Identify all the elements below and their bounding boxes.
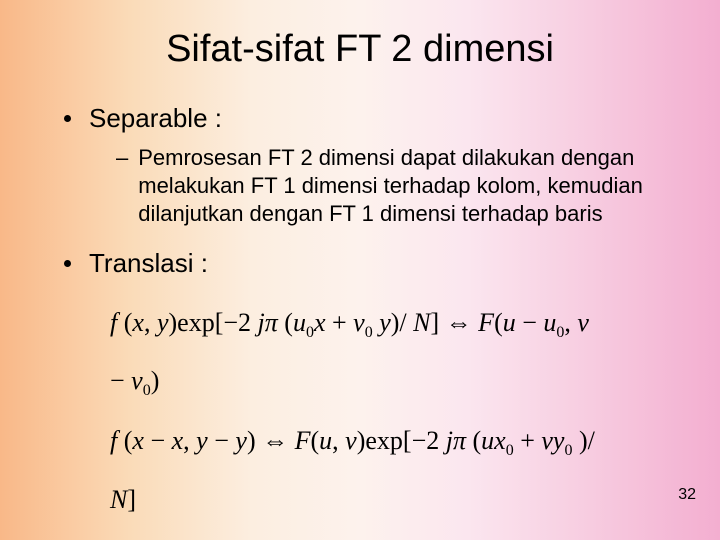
bullet-translasi-label: Translasi : bbox=[89, 248, 208, 279]
sub-bullet-separable: – Pemrosesan FT 2 dimensi dapat dilakuka… bbox=[64, 144, 680, 228]
slide-title: Sifat-sifat FT 2 dimensi bbox=[40, 28, 680, 71]
equations-block: f (x, y)exp[−2 jπ (u0x + v0 y)/ N] ⇔ F(u… bbox=[64, 301, 680, 522]
page-number: 32 bbox=[678, 486, 696, 504]
slide-container: Sifat-sifat FT 2 dimensi Separable : – P… bbox=[0, 0, 720, 540]
bullet-separable: Separable : bbox=[64, 103, 680, 134]
content-area: Separable : – Pemrosesan FT 2 dimensi da… bbox=[40, 103, 680, 522]
equation-2-line-1: f (x − x, y − y) ⇔ F(u, v)exp[−2 jπ (ux0… bbox=[110, 419, 680, 473]
bullet-dot-icon bbox=[64, 115, 71, 122]
bullet-dot-icon bbox=[64, 260, 71, 267]
bullet-translasi: Translasi : bbox=[64, 248, 680, 279]
equation-1-line-1: f (x, y)exp[−2 jπ (u0x + v0 y)/ N] ⇔ F(u… bbox=[110, 301, 680, 355]
bullet-separable-label: Separable : bbox=[89, 103, 222, 134]
equation-2-line-2: N] bbox=[110, 478, 680, 522]
sub-bullet-separable-text: Pemrosesan FT 2 dimensi dapat dilakukan … bbox=[138, 144, 678, 228]
dash-icon: – bbox=[116, 144, 128, 172]
equation-1-line-2: − v0) bbox=[110, 359, 680, 413]
